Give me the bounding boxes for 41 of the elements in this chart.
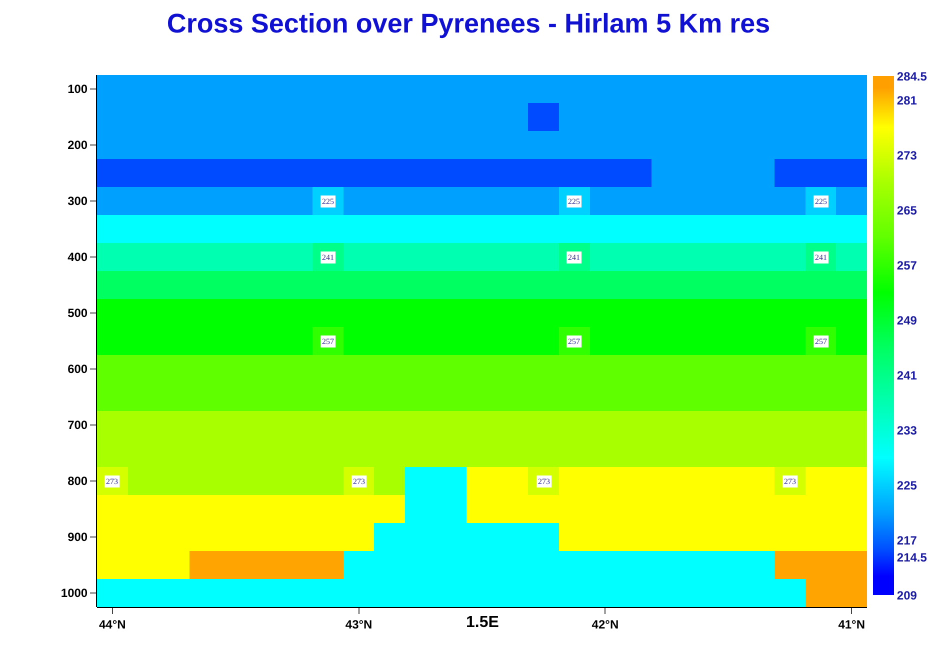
y-tick-label: 200 xyxy=(68,138,88,152)
y-tick-label: 700 xyxy=(68,418,88,432)
data-label: 225 xyxy=(568,197,580,206)
x-tick-label: 42°N xyxy=(592,617,619,632)
data-label: 241 xyxy=(322,253,334,262)
y-tick-label: 600 xyxy=(68,362,88,376)
data-label: 241 xyxy=(815,253,827,262)
color-bar-label: 281 xyxy=(896,93,918,108)
y-tick-label: 900 xyxy=(68,530,88,544)
color-bar-label: 214.5 xyxy=(896,550,928,565)
y-tick-label: 500 xyxy=(68,306,88,320)
data-label: 257 xyxy=(322,337,334,346)
data-label: 257 xyxy=(568,337,580,346)
color-bar-label: 233 xyxy=(896,423,918,438)
color-bar-label: 284.5 xyxy=(896,69,928,84)
x-tick-label: 43°N xyxy=(345,617,372,632)
data-label: 225 xyxy=(815,197,827,206)
color-bar-label: 257 xyxy=(896,258,918,272)
x-tick-label: 41°N xyxy=(838,617,866,632)
data-label: 257 xyxy=(815,337,827,346)
y-tick-label: 100 xyxy=(68,82,88,96)
data-label: 273 xyxy=(353,477,365,486)
y-tick-label: 300 xyxy=(68,194,88,208)
color-bar-label: 225 xyxy=(896,478,918,492)
data-label: 225 xyxy=(322,197,334,206)
color-bar-label: 273 xyxy=(896,148,918,162)
data-label: 273 xyxy=(538,477,550,486)
y-tick-label: 1000 xyxy=(60,586,88,600)
x-tick-label: 44°N xyxy=(98,617,126,632)
color-bar-label: 265 xyxy=(896,203,918,218)
text: 1.5E xyxy=(466,614,500,631)
color-bar-label: 241 xyxy=(896,368,918,382)
data-label: 241 xyxy=(568,253,580,262)
color-bar-label: 209 xyxy=(896,588,918,602)
y-tick-label: 400 xyxy=(68,250,88,264)
data-label: 273 xyxy=(106,477,118,486)
data-label: 273 xyxy=(784,477,796,486)
color-bar-label: 217 xyxy=(896,533,918,548)
color-bar-label: 249 xyxy=(896,313,918,328)
y-tick-label: 800 xyxy=(68,474,88,488)
chart-title: Cross Section over Pyrenees - Hirlam 5 Km res xyxy=(166,8,770,39)
